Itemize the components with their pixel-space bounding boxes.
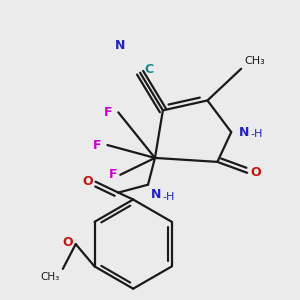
Text: O: O bbox=[62, 236, 73, 249]
Text: N: N bbox=[151, 188, 161, 201]
Text: F: F bbox=[109, 168, 117, 181]
Text: F: F bbox=[93, 139, 101, 152]
Text: CH₃: CH₃ bbox=[244, 56, 265, 66]
Text: -H: -H bbox=[162, 192, 175, 202]
Text: N: N bbox=[239, 126, 249, 139]
Text: N: N bbox=[115, 40, 125, 52]
Text: C: C bbox=[145, 63, 154, 76]
Text: O: O bbox=[82, 175, 92, 188]
Text: CH₃: CH₃ bbox=[40, 272, 60, 282]
Text: F: F bbox=[104, 106, 112, 119]
Text: O: O bbox=[250, 166, 261, 179]
Text: -H: -H bbox=[250, 129, 263, 139]
